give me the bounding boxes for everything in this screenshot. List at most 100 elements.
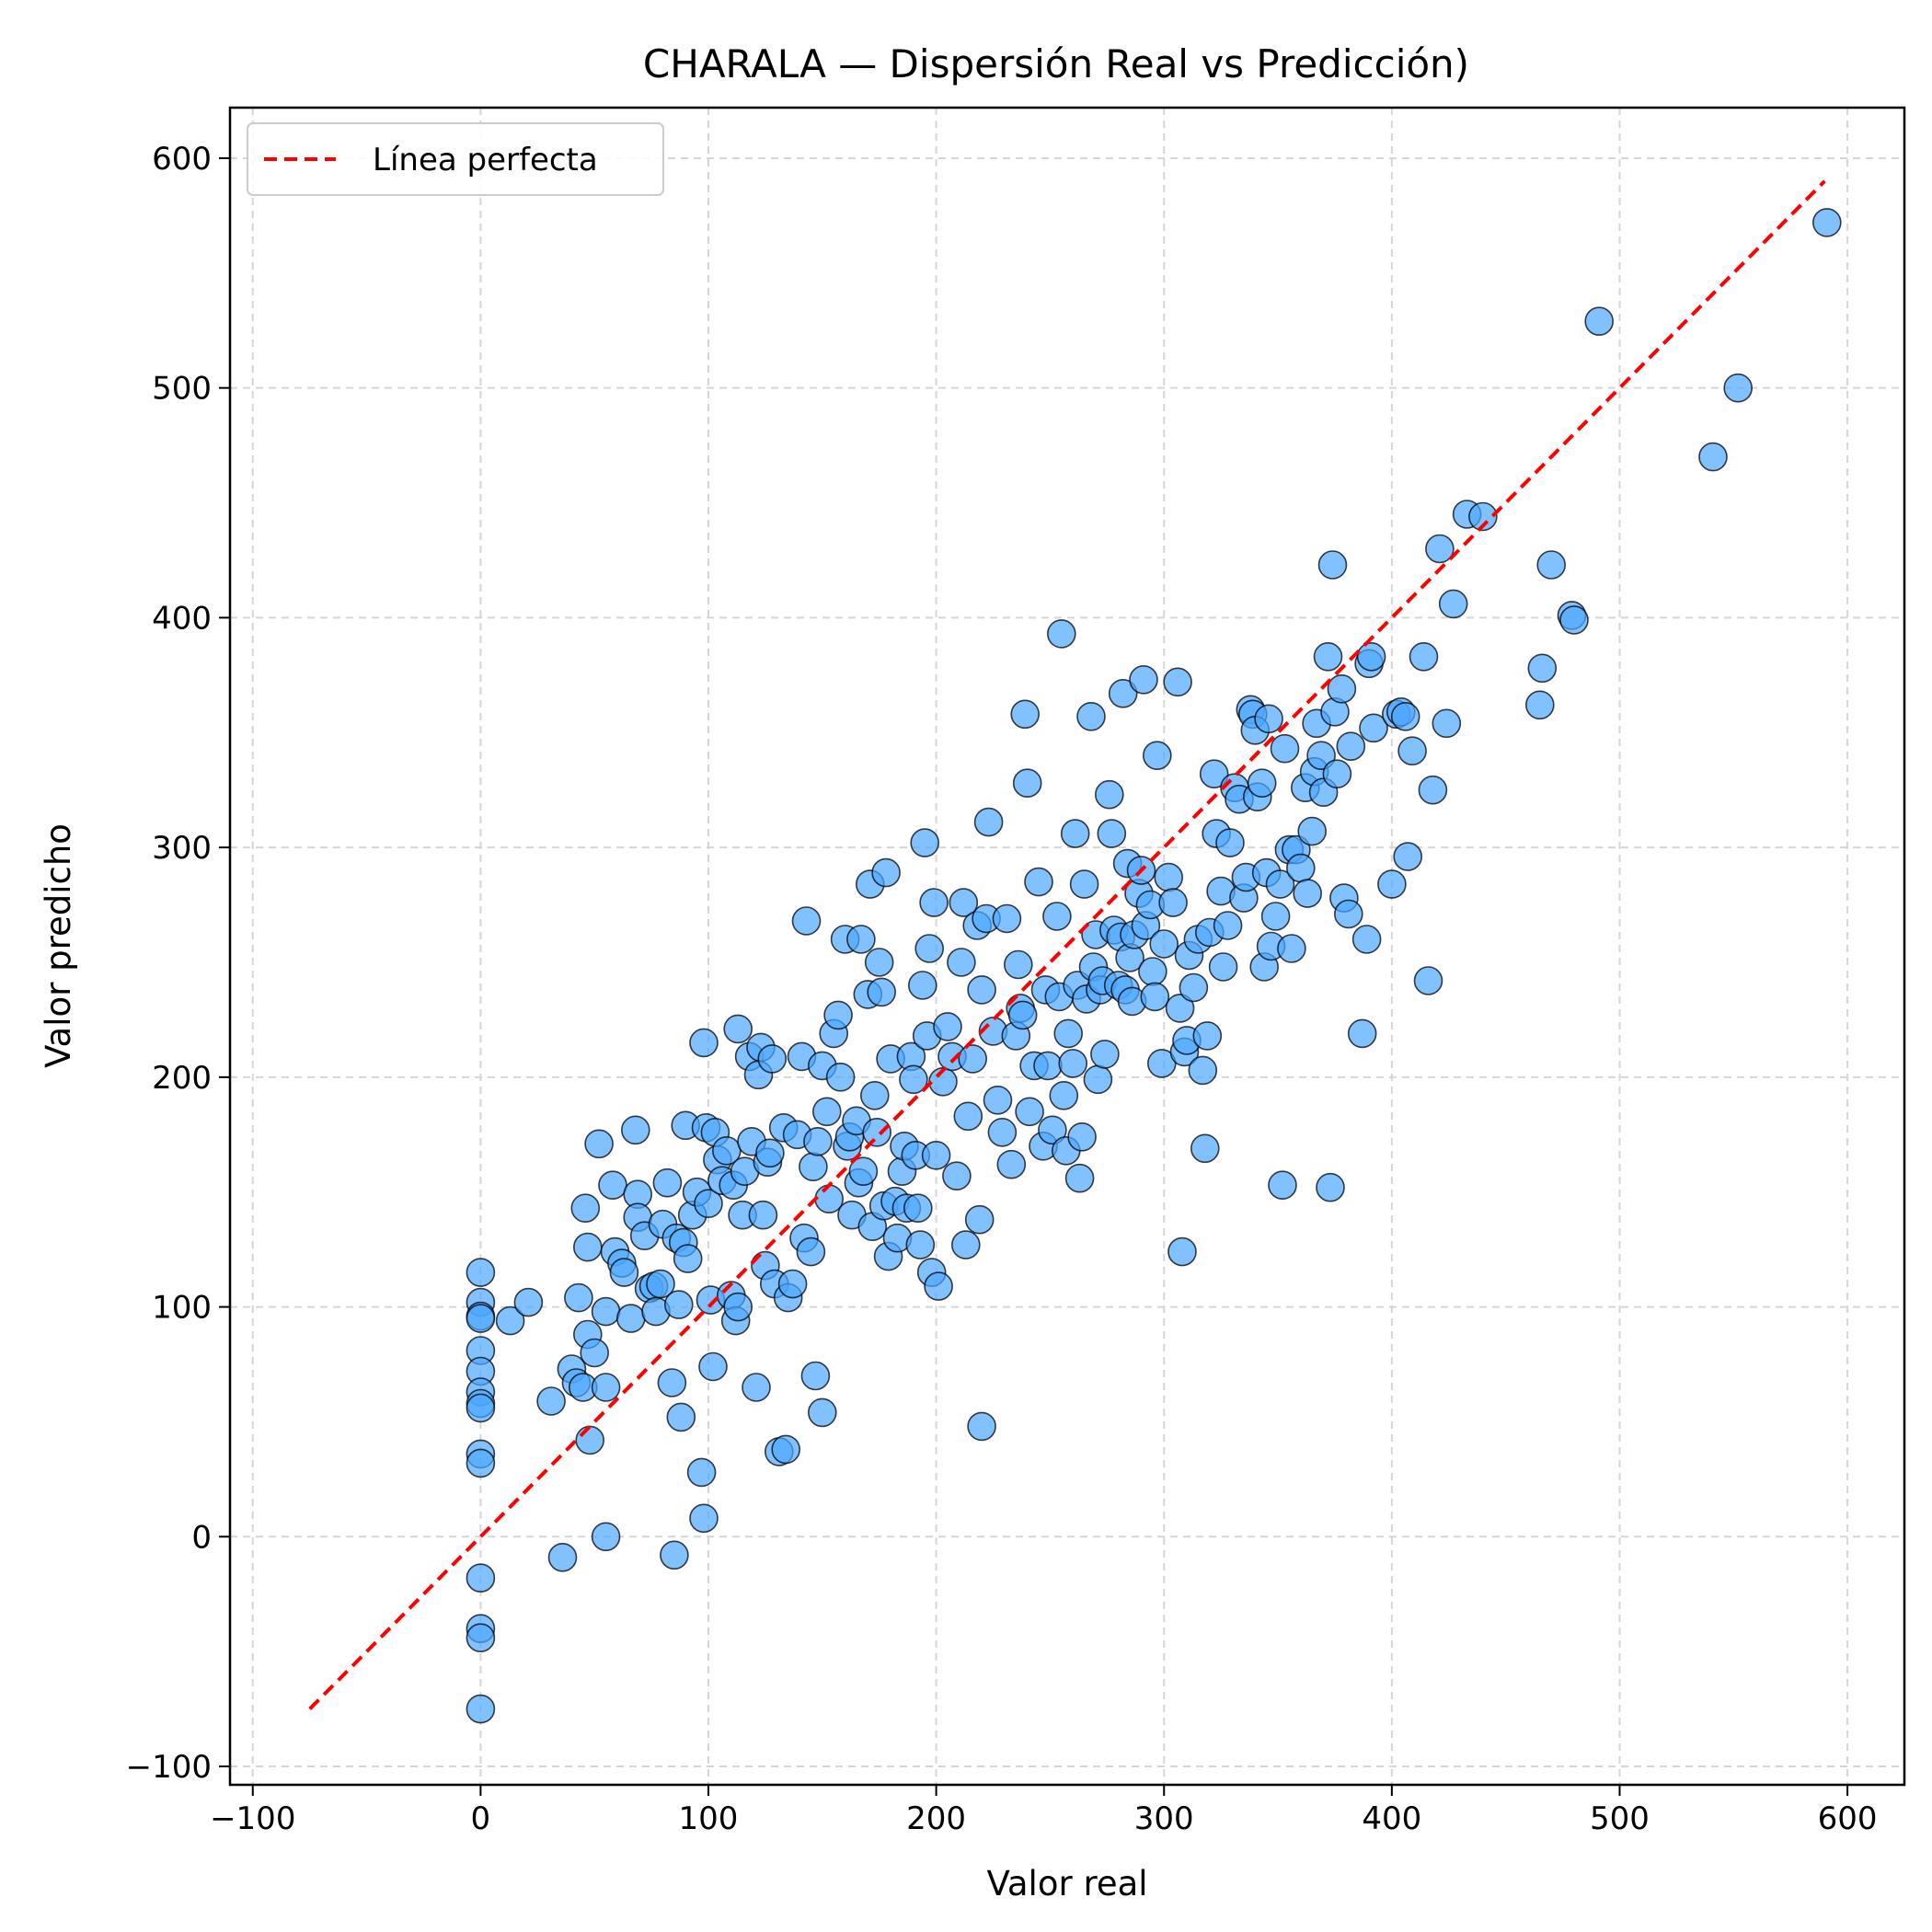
reference-line-layer [308,179,1826,1710]
data-point [1188,1055,1218,1086]
data-point [646,1269,675,1299]
data-point [1432,708,1462,739]
data-point [1377,869,1407,899]
y-tick-label: 200 [152,1060,212,1097]
data-point [1012,768,1042,799]
data-point [1347,1018,1377,1049]
data-point [867,977,897,1007]
data-point [848,1156,879,1186]
data-point [1293,879,1322,908]
data-point [513,1287,544,1317]
data-point [615,1304,646,1333]
data-point [1390,701,1420,731]
data-point [1316,1172,1345,1202]
data-point [967,975,996,1005]
data-point [777,1269,808,1299]
data-point [748,1200,778,1230]
data-point [1317,550,1348,580]
data-point [983,1086,1013,1115]
data-point [673,1244,703,1273]
data-point [495,1305,525,1336]
data-point [1076,701,1106,731]
y-tick-label: 100 [152,1290,212,1327]
data-point [466,1563,496,1593]
data-point [1192,1021,1223,1051]
data-point [1095,779,1124,810]
data-point [1154,862,1183,892]
data-point [791,906,822,936]
data-point [1165,994,1195,1023]
x-axis-title: Valor real [986,1864,1147,1903]
data-point [689,1503,719,1534]
x-tick-label: −100 [210,1800,295,1837]
data-point [947,948,976,977]
data-point [1306,741,1336,771]
data-point [1149,929,1179,959]
data-point [1208,952,1238,982]
x-tick-label: 100 [679,1800,739,1837]
data-point [846,925,876,954]
data-point [924,1271,953,1301]
data-point [584,1129,614,1159]
data-point [1047,619,1076,649]
data-point [1393,842,1422,871]
data-point [1129,664,1158,695]
data-point [1090,1040,1120,1069]
data-point [958,1044,987,1074]
data-point [1254,704,1283,734]
data-point [905,1230,936,1259]
data-point [1069,869,1099,899]
data-point [757,1044,788,1074]
data-point [689,1028,719,1058]
data-point [657,1368,687,1397]
data-point [1024,867,1053,897]
data-point [466,1623,496,1652]
x-tick-label: 400 [1362,1800,1421,1837]
data-point [951,1230,981,1259]
data-point [1397,736,1427,766]
data-point [864,948,894,977]
data-point [807,1397,837,1428]
data-point [1322,759,1352,789]
data-point [914,934,945,963]
legend-label: Línea perfecta [373,142,598,178]
y-tick-label: 300 [152,830,212,867]
data-point [1199,759,1229,789]
data-point [1265,869,1295,899]
data-point [1138,957,1167,986]
data-point [1158,888,1188,917]
data-point [1698,442,1728,472]
data-point [1058,1049,1087,1078]
data-point [814,1184,845,1213]
data-point [796,1236,826,1267]
data-point [547,1543,578,1572]
data-point [973,807,1004,837]
data-point [1167,1236,1197,1267]
data-point [1097,819,1127,848]
data-point [1140,982,1170,1012]
data-point [949,888,979,917]
data-point [1179,972,1209,1003]
data-point [1723,373,1753,403]
data-point [466,1448,496,1478]
data-point [591,1522,621,1552]
perfect-fit-line [308,179,1826,1710]
x-tick-label: 600 [1818,1800,1878,1837]
data-point [1418,775,1448,805]
data-point [591,1373,621,1402]
data-point [1334,899,1363,929]
data-point [570,1193,601,1223]
data-point [1247,768,1277,799]
data-point [1297,816,1327,846]
data-point [1007,1000,1038,1030]
data-point [580,1338,610,1368]
data-point [903,1193,933,1223]
data-point [1268,1170,1297,1200]
y-tick-label: 0 [191,1519,212,1556]
data-point [1163,667,1192,697]
data-point [992,903,1022,934]
data-point [466,1304,496,1333]
data-point [1812,208,1842,237]
data-point [1525,690,1555,720]
